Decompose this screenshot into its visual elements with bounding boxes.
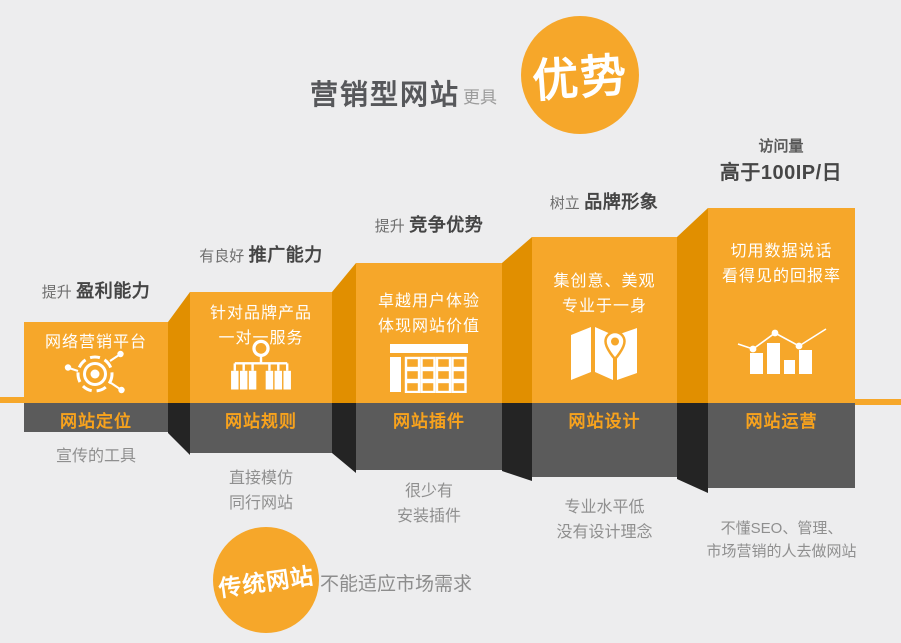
step1-band-label: 网站定位	[60, 412, 132, 431]
step3-label-bold: 竞争优势	[409, 215, 484, 235]
step2-band-label: 网站规则	[225, 412, 297, 431]
ribbon-fold-3-4	[502, 237, 532, 403]
step5-label: 访问量 高于100IP/日	[691, 135, 871, 185]
step5-band-label: 网站运营	[745, 412, 818, 431]
step3-face-text: 卓越用户体验 体现网站价值	[356, 263, 502, 340]
step3-note-line1: 很少有	[404, 483, 453, 500]
step1-face: 网络营销平台	[24, 322, 168, 403]
table-grid-icon	[390, 344, 468, 393]
step5-label-prefix: 访问量	[758, 138, 804, 155]
step2-face-line1: 针对品牌产品	[209, 305, 312, 322]
step4-band-label: 网站设计	[568, 412, 641, 431]
page-title: 营销型网站	[310, 79, 461, 110]
step5-face-text: 切用数据说话 看得见的回报率	[708, 208, 855, 290]
ribbon-band-2	[190, 403, 332, 453]
advantage-badge: 优势	[521, 16, 639, 134]
step2-label: 有良好 推广能力	[171, 241, 351, 267]
band-fold-3-4	[502, 403, 532, 481]
step4-label-prefix: 树立	[549, 195, 580, 212]
step5-face: 切用数据说话 看得见的回报率	[708, 208, 855, 403]
step3-face-line1: 卓越用户体验	[377, 293, 480, 310]
ribbon-fold-2-3	[332, 263, 356, 403]
step5-face-line2: 看得见的回报率	[721, 267, 841, 285]
step3-face: 卓越用户体验 体现网站价值	[356, 263, 502, 403]
step3-band-label: 网站插件	[393, 412, 465, 431]
step5-note: 不懂SEO、管理、 市场营销的人去做网站	[699, 517, 864, 564]
step1-note-line1: 宣传的工具	[55, 448, 136, 465]
step1-face-text: 网络营销平台	[24, 322, 168, 356]
step3-label: 提升 竞争优势	[339, 211, 519, 237]
ribbon-fold-4-5	[677, 208, 708, 403]
ribbon-face-5	[708, 208, 855, 403]
sitemap-icon	[231, 339, 291, 390]
step3-label-prefix: 提升	[374, 218, 405, 235]
right-ribbon-line	[855, 399, 901, 405]
bar-chart-icon	[737, 328, 826, 374]
step4-face-text: 集创意、美观 专业于一身	[532, 237, 677, 320]
step4-note: 专业水平低 没有设计理念	[522, 496, 687, 546]
step2-note-line1: 直接模仿	[228, 470, 293, 487]
step5-label-bold: 高于100IP/日	[719, 162, 843, 184]
step4-note-line2: 没有设计理念	[556, 523, 653, 541]
step5-note-line1: 不懂SEO、管理、	[720, 520, 843, 537]
ribbon-band-1	[24, 403, 168, 432]
traditional-site-note: 不能适应市场需求	[320, 574, 473, 595]
step3-note-line2: 安装插件	[396, 507, 461, 525]
step2-face-text: 针对品牌产品 一对一服务	[190, 292, 332, 352]
band-fold-4-5	[677, 403, 708, 493]
step1-label-bold: 盈利能力	[76, 281, 151, 301]
left-ribbon-line	[0, 397, 24, 403]
traditional-site-badge: 传统网站	[213, 527, 319, 633]
step2-note-line2: 同行网站	[228, 494, 293, 512]
step4-face-line2: 专业于一身	[561, 297, 647, 315]
map-pin-icon	[570, 327, 637, 380]
step4-face-line1: 集创意、美观	[553, 273, 656, 290]
step2-note: 直接模仿 同行网站	[190, 467, 332, 517]
step2-face: 针对品牌产品 一对一服务	[190, 292, 332, 403]
step4-face: 集创意、美观 专业于一身	[532, 237, 677, 403]
ribbon-band-5	[708, 403, 855, 488]
ribbon-band-3	[356, 403, 502, 470]
step4-note-line1: 专业水平低	[564, 499, 645, 516]
advantage-badge-label: 优势	[530, 48, 630, 108]
page-subtitle: 更具	[463, 88, 497, 107]
ribbon-face-2	[190, 292, 332, 403]
traditional-site-badge-label: 传统网站	[216, 562, 316, 602]
step1-label-prefix: 提升	[41, 284, 72, 301]
step1-face-line1: 网络营销平台	[44, 334, 147, 351]
step1-label: 提升 盈利能力	[6, 277, 186, 303]
band-fold-1-2	[168, 403, 190, 455]
step2-label-prefix: 有良好	[199, 248, 245, 265]
step1-note: 宣传的工具	[24, 445, 168, 470]
step5-face-line1: 切用数据说话	[730, 243, 833, 260]
step5-note-line2: 市场营销的人去做网站	[706, 543, 857, 561]
step2-face-line2: 一对一服务	[218, 329, 304, 347]
step3-face-line2: 体现网站价值	[377, 317, 480, 335]
target-radar-icon	[64, 350, 125, 394]
ribbon-fold-1-2	[168, 292, 190, 403]
step4-label-bold: 品牌形象	[584, 192, 659, 212]
step3-note: 很少有 安装插件	[356, 480, 502, 530]
step2-label-bold: 推广能力	[248, 245, 323, 265]
ribbon-band-4	[532, 403, 677, 477]
band-fold-2-3	[332, 403, 356, 473]
step4-label: 树立 品牌形象	[514, 188, 694, 214]
